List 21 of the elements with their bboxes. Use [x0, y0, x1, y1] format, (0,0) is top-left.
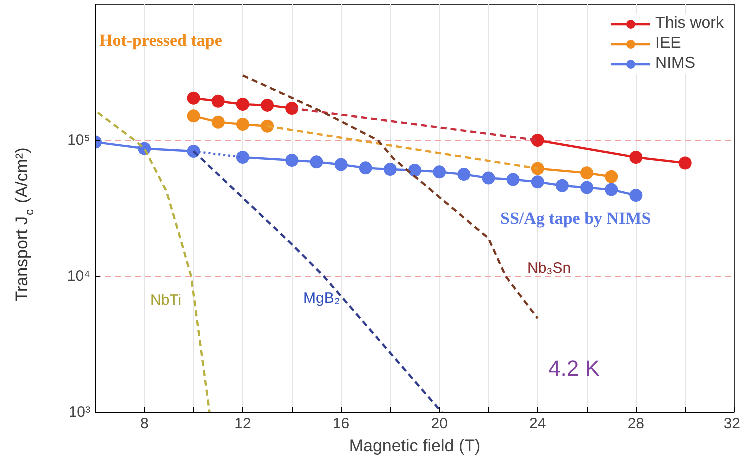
annotation: MgB₂	[304, 290, 340, 307]
annotation: NbTi	[150, 292, 182, 309]
legend-label: NIMS	[656, 55, 696, 73]
x-tick-label: 28	[628, 416, 645, 432]
legend-label: IEE	[656, 35, 682, 53]
x-tick-label: 20	[431, 416, 448, 432]
x-tick-label: 16	[332, 416, 350, 432]
y-tick-label: 10³	[68, 404, 91, 421]
annotation: SS/Ag tape by NIMS	[500, 209, 652, 228]
x-tick-label: 24	[530, 416, 546, 432]
x-tick-label: 12	[234, 416, 252, 432]
x-tick-label: 32	[724, 416, 740, 432]
annotation: Hot-pressed tape	[100, 31, 223, 50]
annotation: Nb₃Sn	[528, 260, 572, 277]
annotation: 4.2 K	[548, 356, 600, 381]
y-axis-title: Transport Jc (A/cm²)	[12, 148, 36, 302]
x-tick-label: 8	[140, 416, 149, 432]
y-tick-label: 10⁴	[67, 268, 91, 285]
legend-label: This work	[656, 15, 724, 33]
y-tick-label: 10⁵	[68, 132, 91, 149]
x-axis-title: Magnetic field (T)	[349, 436, 481, 456]
